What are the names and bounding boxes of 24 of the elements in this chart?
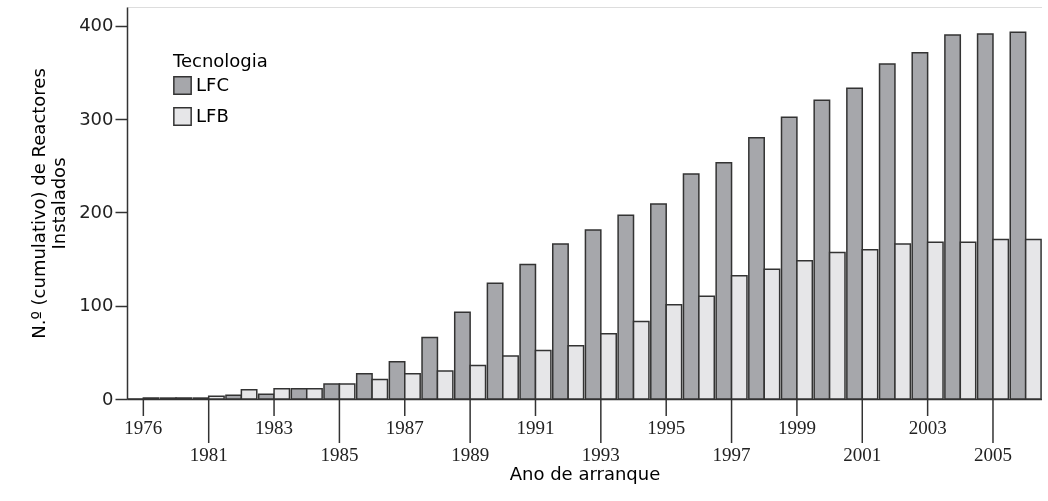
x-tick-label: 1981: [189, 444, 228, 465]
x-tick-label: 2001: [843, 444, 882, 465]
y-tick-label: 400: [79, 14, 114, 36]
x-tick-label: 1983: [255, 417, 294, 438]
x-tick-label: 1999: [777, 417, 816, 438]
x-tick-label: 1976: [124, 417, 163, 438]
y-tick-label: 0: [102, 387, 114, 409]
x-tick-label: 2003: [908, 417, 947, 438]
x-tick-label: 1995: [647, 417, 686, 438]
y-axis-title: N.º (cumulativo) de Reactores Instalados: [28, 68, 70, 339]
x-tick-label: 1997: [712, 444, 751, 465]
x-tick-label: 1989: [451, 444, 490, 465]
x-tick-label: 1985: [320, 444, 359, 465]
y-tick-label: 100: [79, 294, 114, 316]
y-tick-label: 200: [79, 200, 114, 222]
legend-label: LFB: [196, 104, 229, 126]
x-tick-label: 1993: [581, 444, 620, 465]
x-axis-title: Ano de arranque: [509, 462, 661, 484]
x-tick-label: 1991: [516, 417, 555, 438]
legend-label: LFC: [196, 73, 229, 95]
legend-title: Tecnologia: [172, 50, 268, 71]
x-tick-label: 2005: [973, 444, 1012, 465]
x-tick-label: 1987: [385, 417, 424, 438]
y-tick-label: 300: [79, 107, 114, 129]
